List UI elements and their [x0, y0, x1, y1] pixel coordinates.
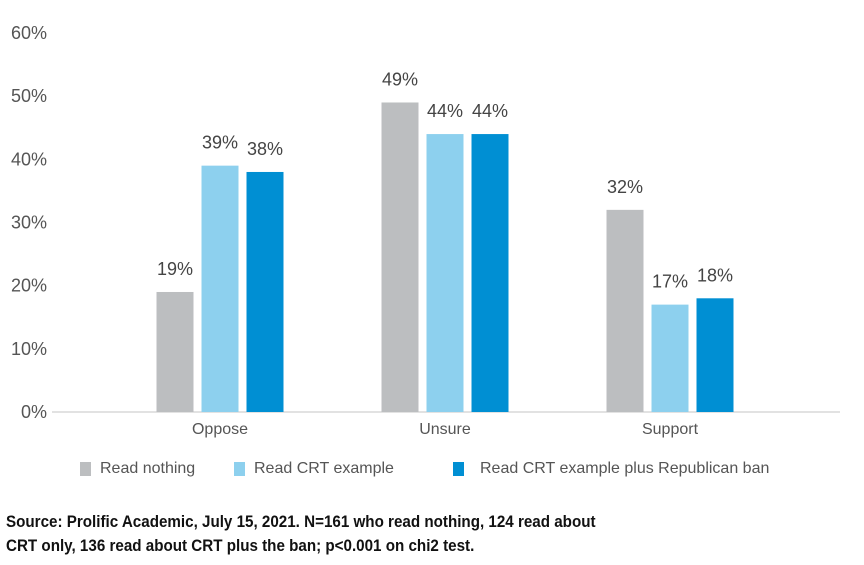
bar-oppose-series-2: [246, 171, 284, 412]
y-axis-ticks: 0% 10% 20% 30% 40% 50% 60%: [11, 23, 47, 422]
bar-unsure-series-0: [381, 102, 419, 412]
source-line-2: CRT only, 136 read about CRT plus the ba…: [6, 537, 475, 555]
legend-swatch-read-nothing: [80, 462, 91, 476]
data-label: 19%: [157, 259, 193, 279]
legend-label: Read CRT example plus Republican ban: [480, 460, 770, 477]
legend-swatch-read-crt-example-plus-ban: [453, 462, 464, 476]
data-label: 44%: [427, 101, 463, 121]
y-tick-label: 40%: [11, 149, 47, 169]
legend-swatch-read-crt-example: [234, 462, 245, 476]
bar-support-series-1: [651, 304, 689, 412]
legend-item-read-crt-example: Read CRT example: [234, 460, 394, 478]
legend-label: Read CRT example: [254, 460, 394, 477]
legend: Read nothing Read CRT example Read CRT e…: [80, 460, 860, 484]
x-category-label: Support: [642, 421, 699, 438]
source-note: Source: Prolific Academic, July 15, 2021…: [6, 510, 724, 558]
y-tick-label: 60%: [11, 23, 47, 43]
bar-unsure-series-1: [426, 134, 464, 413]
x-axis-categories: Oppose Unsure Support: [192, 421, 699, 438]
data-label: 18%: [697, 265, 733, 285]
data-label: 17%: [652, 272, 688, 292]
source-line-1: Source: Prolific Academic, July 15, 2021…: [6, 513, 596, 531]
bar-unsure-series-2: [471, 134, 509, 413]
data-label: 49%: [382, 69, 418, 89]
legend-item-read-nothing: Read nothing: [80, 460, 195, 478]
y-tick-label: 10%: [11, 339, 47, 359]
y-tick-label: 30%: [11, 213, 47, 233]
bar-oppose-series-1: [201, 165, 239, 412]
x-category-label: Oppose: [192, 421, 248, 438]
x-category-label: Unsure: [419, 421, 471, 438]
legend-label: Read nothing: [100, 460, 196, 477]
bar-support-series-2: [696, 298, 734, 412]
data-label: 39%: [202, 133, 238, 153]
data-label: 38%: [247, 139, 283, 159]
bar-oppose-series-0: [156, 291, 194, 412]
data-label: 44%: [472, 101, 508, 121]
bar-chart: 0% 10% 20% 30% 40% 50% 60% 19% 39% 38% 49% 44% 44% 3…: [11, 23, 840, 438]
y-tick-label: 20%: [11, 276, 47, 296]
y-tick-label: 0%: [21, 402, 47, 422]
y-tick-label: 50%: [11, 86, 47, 106]
data-label: 32%: [607, 177, 643, 197]
bar-support-series-0: [606, 209, 644, 412]
legend-item-read-crt-example-plus-ban: Read CRT example plus Republican ban: [453, 460, 769, 478]
bars: 19% 39% 38% 49% 44% 44% 32% 17% 18%: [156, 69, 734, 413]
